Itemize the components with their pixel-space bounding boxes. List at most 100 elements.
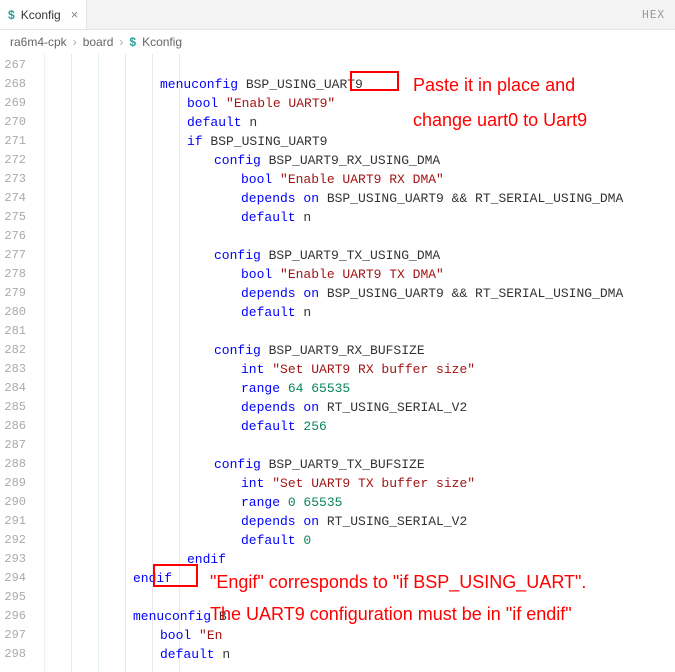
code-line[interactable]: bool "Enable UART9 RX DMA" — [44, 170, 675, 189]
line-number: 284 — [0, 379, 44, 398]
code-line[interactable]: depends on RT_USING_SERIAL_V2 — [44, 398, 675, 417]
code-line[interactable]: depends on BSP_USING_UART9 && RT_SERIAL_… — [44, 189, 675, 208]
token-num: 64 65535 — [288, 381, 350, 396]
token-num: 0 65535 — [288, 495, 343, 510]
code-line[interactable]: default n — [44, 303, 675, 322]
code-line[interactable]: depends on RT_USING_SERIAL_V2 — [44, 512, 675, 531]
code-line[interactable]: config BSP_UART9_RX_USING_DMA — [44, 151, 675, 170]
code-line[interactable]: range 0 65535 — [44, 493, 675, 512]
token-kw: int — [241, 476, 272, 491]
token-ident: n — [303, 305, 311, 320]
code-line[interactable]: if BSP_USING_UART9 — [44, 132, 675, 151]
line-number: 283 — [0, 360, 44, 379]
token-kw: bool — [187, 96, 226, 111]
token-kw: default — [241, 419, 303, 434]
line-number: 281 — [0, 322, 44, 341]
code-line[interactable]: range 64 65535 — [44, 379, 675, 398]
code-line[interactable]: bool "En — [44, 626, 675, 645]
token-ident: RT_USING_SERIAL_V2 — [327, 514, 467, 529]
token-num: 256 — [303, 419, 326, 434]
line-number: 274 — [0, 189, 44, 208]
line-number: 267 — [0, 56, 44, 75]
token-kw: config — [214, 457, 269, 472]
line-number: 298 — [0, 645, 44, 664]
line-number: 285 — [0, 398, 44, 417]
code-line[interactable]: config BSP_UART9_RX_BUFSIZE — [44, 341, 675, 360]
line-number: 294 — [0, 569, 44, 588]
line-number: 293 — [0, 550, 44, 569]
token-ident: n — [249, 115, 257, 130]
code-line[interactable] — [44, 227, 675, 246]
code-line[interactable]: menuconfig B — [44, 607, 675, 626]
line-number: 272 — [0, 151, 44, 170]
code-line[interactable]: int "Set UART9 RX buffer size" — [44, 360, 675, 379]
code-area[interactable]: menuconfig BSP_USING_UART9bool "Enable U… — [44, 54, 675, 672]
token-kw: range — [241, 495, 288, 510]
token-ident: BSP_UART9_TX_USING_DMA — [269, 248, 441, 263]
line-number: 286 — [0, 417, 44, 436]
code-line[interactable]: endif — [44, 569, 675, 588]
token-str: "Set UART9 TX buffer size" — [272, 476, 475, 491]
code-line[interactable]: config BSP_UART9_TX_USING_DMA — [44, 246, 675, 265]
code-line[interactable]: menuconfig BSP_USING_UART9 — [44, 75, 675, 94]
code-line[interactable]: default n — [44, 113, 675, 132]
token-kw: config — [214, 343, 269, 358]
code-line[interactable]: default 256 — [44, 417, 675, 436]
line-number-gutter: 2672682692702712722732742752762772782792… — [0, 54, 44, 672]
code-line[interactable]: endif — [44, 550, 675, 569]
tab-bar: $ Kconfig × HEX — [0, 0, 675, 30]
token-ident: BSP_USING_UART9 — [246, 77, 363, 92]
code-line[interactable] — [44, 588, 675, 607]
kconfig-icon: $ — [8, 8, 15, 22]
close-icon[interactable]: × — [71, 7, 79, 22]
tab-title: Kconfig — [21, 8, 61, 22]
file-tab[interactable]: $ Kconfig × — [0, 0, 87, 29]
token-kw: range — [241, 381, 288, 396]
code-line[interactable] — [44, 56, 675, 75]
token-ident: BSP_USING_UART9 && RT_SERIAL_USING_DMA — [327, 286, 623, 301]
token-str: "Enable UART9 RX DMA" — [280, 172, 444, 187]
line-number: 275 — [0, 208, 44, 227]
line-number: 280 — [0, 303, 44, 322]
line-number: 278 — [0, 265, 44, 284]
token-kw: config — [214, 248, 269, 263]
line-number: 292 — [0, 531, 44, 550]
line-number: 290 — [0, 493, 44, 512]
code-line[interactable]: bool "Enable UART9 TX DMA" — [44, 265, 675, 284]
token-kw: if — [187, 134, 210, 149]
breadcrumb-seg[interactable]: Kconfig — [142, 35, 182, 49]
line-number: 296 — [0, 607, 44, 626]
line-number: 287 — [0, 436, 44, 455]
code-line[interactable]: default 0 — [44, 531, 675, 550]
line-number: 288 — [0, 455, 44, 474]
token-kw: depends on — [241, 400, 327, 415]
hex-button[interactable]: HEX — [642, 0, 665, 30]
token-kw: default — [160, 647, 222, 662]
code-editor[interactable]: 2672682692702712722732742752762772782792… — [0, 54, 675, 672]
code-line[interactable] — [44, 322, 675, 341]
token-ident: BSP_UART9_RX_BUFSIZE — [269, 343, 425, 358]
code-line[interactable]: bool "Enable UART9" — [44, 94, 675, 113]
token-kw: default — [241, 210, 303, 225]
code-line[interactable]: int "Set UART9 TX buffer size" — [44, 474, 675, 493]
line-number: 271 — [0, 132, 44, 151]
line-number: 297 — [0, 626, 44, 645]
code-line[interactable]: config BSP_UART9_TX_BUFSIZE — [44, 455, 675, 474]
code-line[interactable]: default n — [44, 208, 675, 227]
token-ident: BSP_USING_UART9 && RT_SERIAL_USING_DMA — [327, 191, 623, 206]
token-ident: RT_USING_SERIAL_V2 — [327, 400, 467, 415]
token-kw: default — [241, 533, 303, 548]
token-kw: default — [187, 115, 249, 130]
code-line[interactable]: depends on BSP_USING_UART9 && RT_SERIAL_… — [44, 284, 675, 303]
token-kw: menuconfig — [133, 609, 219, 624]
token-kw: bool — [241, 172, 280, 187]
code-line[interactable]: default n — [44, 645, 675, 664]
token-kw: depends on — [241, 191, 327, 206]
token-kw: endif — [133, 571, 172, 586]
breadcrumb-seg[interactable]: ra6m4-cpk — [10, 35, 67, 49]
code-line[interactable] — [44, 436, 675, 455]
breadcrumb-seg[interactable]: board — [83, 35, 114, 49]
breadcrumb: ra6m4-cpk › board › $ Kconfig — [0, 30, 675, 54]
token-ident: B — [219, 609, 227, 624]
chevron-right-icon: › — [119, 35, 123, 49]
